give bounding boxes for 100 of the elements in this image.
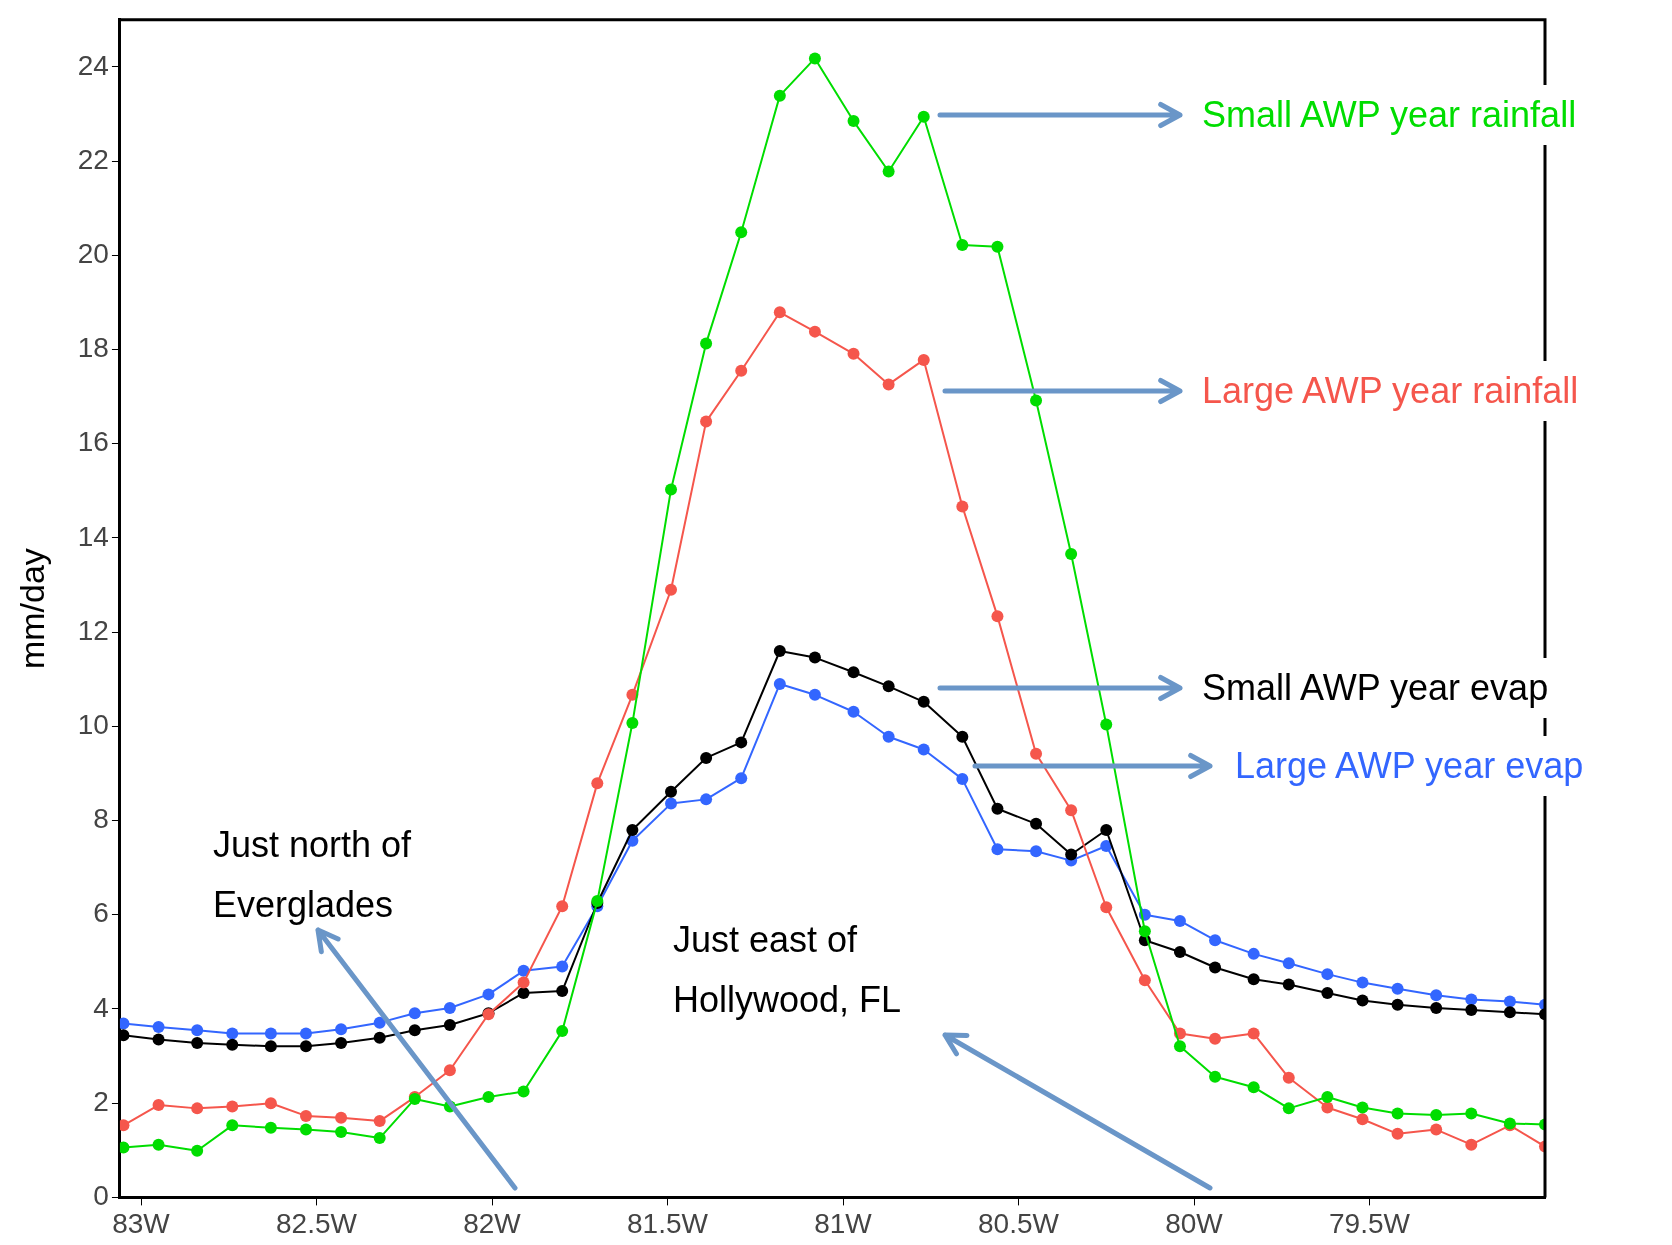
- point: [1173, 1040, 1186, 1053]
- point: [299, 1123, 312, 1136]
- point: [1430, 1108, 1443, 1121]
- point: [1356, 1113, 1369, 1126]
- point: [443, 1002, 456, 1015]
- point: [299, 1109, 312, 1122]
- point: [847, 347, 860, 360]
- point: [1282, 957, 1295, 970]
- point: [517, 976, 530, 989]
- y-tick-label: 10: [77, 709, 109, 741]
- point: [917, 110, 930, 123]
- point: [700, 415, 713, 428]
- y-tick-label: 22: [77, 143, 109, 175]
- point: [373, 1031, 386, 1044]
- x-tick-label: 82W: [463, 1207, 522, 1239]
- point: [1321, 986, 1334, 999]
- point: [991, 240, 1004, 253]
- point: [482, 1091, 495, 1104]
- point: [556, 1025, 569, 1038]
- point: [665, 797, 678, 810]
- point: [991, 843, 1004, 856]
- y-tick-label: 0: [93, 1180, 109, 1212]
- y-tick-label: 8: [93, 803, 109, 835]
- point: [700, 337, 713, 350]
- point: [991, 802, 1004, 815]
- point: [1430, 1123, 1443, 1136]
- point: [152, 1033, 165, 1046]
- point: [1138, 925, 1151, 938]
- point: [335, 1036, 348, 1049]
- point: [1209, 1070, 1222, 1083]
- point: [335, 1125, 348, 1138]
- point: [119, 1119, 130, 1132]
- x-tick-label: 79.5W: [1329, 1207, 1411, 1239]
- point: [1209, 934, 1222, 947]
- point: [517, 1085, 530, 1098]
- point: [735, 364, 748, 377]
- point: [735, 226, 748, 239]
- y-tick-label: 18: [77, 332, 109, 364]
- point: [735, 772, 748, 785]
- point: [956, 238, 969, 251]
- y-tick-label: 12: [77, 614, 109, 646]
- annotation: Just east of Hollywood, FL: [673, 918, 903, 1022]
- point: [665, 583, 678, 596]
- point: [808, 688, 821, 701]
- point: [191, 1036, 204, 1049]
- point: [956, 773, 969, 786]
- point: [847, 666, 860, 679]
- point: [373, 1115, 386, 1128]
- text: Large AWP year rainfall: [1200, 361, 1581, 421]
- point: [1430, 1002, 1443, 1015]
- y-tick-label: 2: [93, 1085, 109, 1117]
- point: [847, 705, 860, 718]
- point: [735, 736, 748, 749]
- point: [956, 500, 969, 513]
- point: [408, 1007, 421, 1020]
- y-tick-label: 14: [77, 520, 109, 552]
- point: [264, 1097, 277, 1110]
- point: [119, 1141, 130, 1154]
- point: [1282, 978, 1295, 991]
- point: [1100, 718, 1113, 731]
- point: [443, 1019, 456, 1031]
- x-tick-label: 81.5W: [627, 1207, 709, 1239]
- text: Small AWP year evap: [1200, 658, 1551, 718]
- point: [700, 793, 713, 806]
- point: [1356, 1101, 1369, 1114]
- annotation: Just north of Everglades: [213, 823, 413, 927]
- point: [700, 751, 713, 764]
- y-axis-title: mm/day: [12, 548, 51, 670]
- point: [152, 1020, 165, 1033]
- point: [626, 717, 639, 730]
- point: [917, 695, 930, 708]
- point: [226, 1038, 239, 1051]
- point: [665, 483, 678, 496]
- point: [556, 985, 569, 998]
- y-tick-label: 24: [77, 49, 109, 81]
- point: [264, 1121, 277, 1134]
- point: [1282, 1071, 1295, 1084]
- point: [1356, 994, 1369, 1007]
- point: [1173, 914, 1186, 927]
- point: [1030, 817, 1043, 830]
- point: [1065, 848, 1078, 861]
- point: [299, 1040, 312, 1053]
- point: [591, 777, 604, 790]
- point: [1100, 840, 1113, 852]
- point: [1282, 1102, 1295, 1115]
- point: [991, 610, 1004, 623]
- point: [335, 1023, 348, 1036]
- point: [917, 353, 930, 366]
- point: [1173, 945, 1186, 958]
- point: [373, 1016, 386, 1029]
- point: [373, 1132, 386, 1145]
- point: [882, 378, 895, 391]
- point: [956, 730, 969, 743]
- point: [226, 1119, 239, 1132]
- point: [119, 1017, 130, 1030]
- point: [773, 644, 786, 657]
- point: [1391, 998, 1404, 1011]
- point: [1465, 993, 1478, 1006]
- point: [556, 900, 569, 913]
- point: [882, 730, 895, 743]
